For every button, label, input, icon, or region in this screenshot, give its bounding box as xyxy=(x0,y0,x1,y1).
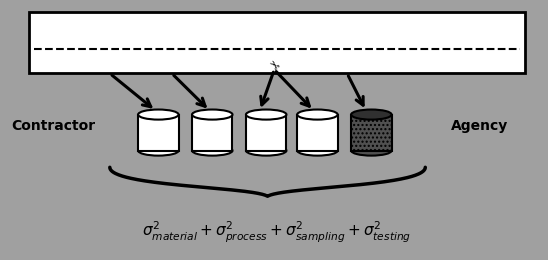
Ellipse shape xyxy=(192,146,232,156)
Bar xyxy=(192,115,232,151)
Ellipse shape xyxy=(138,109,179,120)
Bar xyxy=(351,115,392,151)
Ellipse shape xyxy=(297,146,338,156)
Ellipse shape xyxy=(138,146,179,156)
Text: ✂: ✂ xyxy=(267,54,284,71)
Ellipse shape xyxy=(192,109,232,120)
Text: $\sigma^2_{material} + \sigma^2_{process} + \sigma^2_{sampling} + \sigma^2_{test: $\sigma^2_{material} + \sigma^2_{process… xyxy=(142,220,412,245)
Ellipse shape xyxy=(246,109,287,120)
Bar xyxy=(138,115,179,151)
Ellipse shape xyxy=(351,109,392,120)
Text: Agency: Agency xyxy=(450,119,508,133)
Bar xyxy=(246,115,287,151)
Ellipse shape xyxy=(351,146,392,156)
Ellipse shape xyxy=(246,146,287,156)
Text: Contractor: Contractor xyxy=(11,119,95,133)
FancyBboxPatch shape xyxy=(29,12,525,73)
Ellipse shape xyxy=(297,109,338,120)
Bar xyxy=(297,115,338,151)
